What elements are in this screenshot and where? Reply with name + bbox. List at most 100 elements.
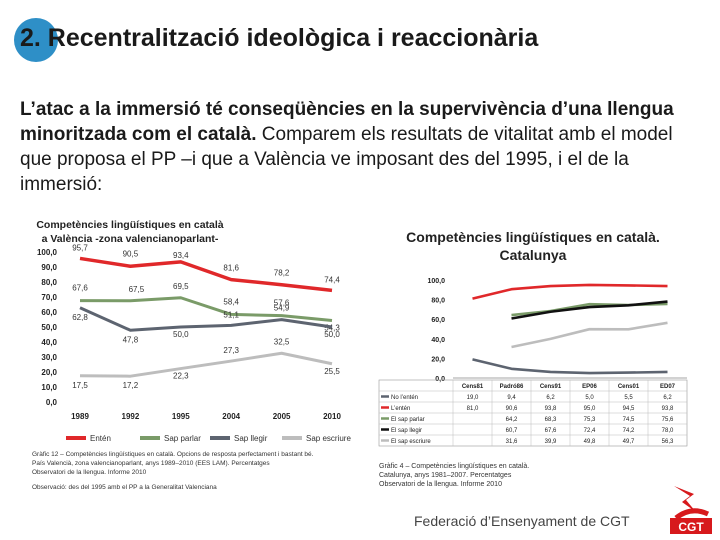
chart1-caption-line: Gràfic 12 – Competències lingüístiques e… <box>32 451 314 458</box>
logo-swoosh <box>674 508 710 521</box>
chart1-title-line2: a València -zona valencianoparlant- <box>42 233 219 245</box>
chart2-series-line-0 <box>472 358 668 375</box>
chart2-table-cell: 75,6 <box>662 417 674 423</box>
chart2-ytick: 80,0 <box>431 298 445 305</box>
chart2-table-cell: 49,7 <box>623 439 635 445</box>
chart1-caption-line: Observatori de la llengua. Informe 2010 <box>32 469 147 476</box>
chart1-legend-label: Entén <box>90 434 111 443</box>
chart1-xtick: 2004 <box>222 412 240 421</box>
chart2-xtick: EP06 <box>582 384 597 390</box>
chart2-xtick: Cens01 <box>618 384 640 390</box>
chart2-legend-label: L’entén <box>391 406 410 412</box>
chart2-table-cell: 6,2 <box>663 395 672 401</box>
chart2-series-line-1 <box>472 283 668 300</box>
cgt-logo: CGT <box>668 478 714 536</box>
slide-title: 2. Recentralització ideològica i reaccio… <box>20 24 539 52</box>
chart1-ytick: 70,0 <box>41 293 57 302</box>
chart2-legend-label: El sap parlar <box>391 417 425 423</box>
chart1-ytick: 10,0 <box>41 383 57 392</box>
body-regular-text: Comparem els resultats de vitalitat amb … <box>20 124 673 195</box>
chart1-series-line-0 <box>79 256 333 293</box>
chart2-ytick: 40,0 <box>431 337 445 344</box>
chart2-table-cell: 9,4 <box>507 395 516 401</box>
chart-valencia: Competències lingüístiques en català a Va… <box>32 219 351 491</box>
chart1-xtick: 2010 <box>323 412 341 421</box>
chart1-legend-label: Sap escriure <box>306 434 351 443</box>
chart2-table-cell: 67,6 <box>545 428 557 434</box>
chart2-table-cell: 78,0 <box>662 428 674 434</box>
chart2-table-cell: 60,7 <box>506 428 518 434</box>
chart1-data-label: 62,8 <box>72 313 88 322</box>
chart1-ytick: 40,0 <box>41 338 57 347</box>
chart1-data-label: 54,3 <box>324 324 340 333</box>
chart1-xtick: 2005 <box>273 412 291 421</box>
chart2-table-cell: 56,3 <box>662 439 674 445</box>
chart2-table-cell: 93,8 <box>545 406 557 412</box>
logo-star-shape <box>674 486 696 512</box>
chart2-title-line1: Competències lingüístiques en català. <box>406 229 660 245</box>
chart1-data-label: 32,5 <box>274 337 290 346</box>
chart1-series-line-2 <box>79 306 333 332</box>
chart2-table-cell: 90,6 <box>506 406 518 412</box>
chart2-legend-label: El sap llegir <box>391 428 422 434</box>
footer-text: Federació d’Ensenyament de CGT <box>414 513 630 529</box>
chart2-table-cell: 95,0 <box>584 406 596 412</box>
chart1-data-label: 95,7 <box>72 243 88 252</box>
chart2-caption-line: Catalunya, anys 1981–2007. Percentatges <box>379 472 512 479</box>
chart2-table-cell: 49,8 <box>584 439 596 445</box>
logo-text: CGT <box>678 520 704 534</box>
chart1-ytick: 80,0 <box>41 278 57 287</box>
chart1-ytick: 60,0 <box>41 308 57 317</box>
chart1-ytick: 30,0 <box>41 353 57 362</box>
chart1-xtick: 1992 <box>122 412 140 421</box>
chart1-legend-label: Sap parlar <box>164 434 201 443</box>
chart2-table-cell: 5,0 <box>585 395 594 401</box>
chart-catalunya: Competències lingüístiques en català. Cat… <box>378 229 688 488</box>
chart1-data-label: 58,4 <box>223 297 239 306</box>
chart2-caption-line: Observatori de la llengua. Informe 2010 <box>379 481 502 488</box>
chart2-ytick: 60,0 <box>431 317 445 324</box>
chart1-ytick: 100,0 <box>37 248 58 257</box>
chart1-data-label: 74,4 <box>324 275 340 284</box>
chart1-xtick: 1995 <box>172 412 190 421</box>
chart2-table-cell: 31,6 <box>506 439 518 445</box>
chart2-table-cell: 39,9 <box>545 439 557 445</box>
title-block: 2. Recentralització ideològica i reaccio… <box>14 18 538 62</box>
chart1-data-label: 57,6 <box>274 299 290 308</box>
chart1-data-label: 17,5 <box>72 381 88 390</box>
chart1-data-label: 25,5 <box>324 367 340 376</box>
chart1-data-label: 17,2 <box>123 381 139 390</box>
chart1-data-label: 67,6 <box>72 284 88 293</box>
chart2-table-cell: 68,3 <box>545 417 557 423</box>
chart1-series-line-3 <box>79 351 333 378</box>
chart1-data-label: 93,4 <box>173 251 189 260</box>
chart2-table-cell: 64,2 <box>506 417 518 423</box>
chart2-table-cell: 75,3 <box>584 417 596 423</box>
chart2-table-cell: 74,5 <box>623 417 635 423</box>
chart1-ytick: 20,0 <box>41 368 57 377</box>
chart2-table-cell: 74,2 <box>623 428 635 434</box>
chart1-data-label: 81,6 <box>223 264 239 273</box>
chart2-ytick: 100,0 <box>427 278 445 285</box>
chart1-data-label: 67,5 <box>129 285 145 294</box>
chart1-data-label: 54,9 <box>274 304 290 313</box>
chart2-table-cell: 93,8 <box>662 406 674 412</box>
chart2-series-line-4 <box>511 321 668 349</box>
chart1-data-label: 27,3 <box>223 346 239 355</box>
chart2-table-cell: 72,4 <box>584 428 596 434</box>
chart1-data-label: 78,2 <box>274 269 290 278</box>
chart1-data-label: 50,0 <box>324 330 340 339</box>
title-bullet-circle <box>14 18 58 62</box>
slide-body: L’atac a la immersió té conseqüències en… <box>20 97 700 197</box>
chart1-ytick: 90,0 <box>41 263 57 272</box>
chart1-data-label: 22,3 <box>173 372 189 381</box>
chart1-legend-label: Sap llegir <box>234 434 268 443</box>
chart2-caption-line: Gràfic 4 – Competències lingüístiques en… <box>379 463 529 470</box>
chart1-data-label: 69,5 <box>173 282 189 291</box>
chart2-legend-label: No l’entén <box>391 395 418 401</box>
chart2-ytick: 0,0 <box>435 376 445 383</box>
chart2-xtick: Cens81 <box>462 384 484 390</box>
chart2-xtick: Padró86 <box>500 384 524 390</box>
chart2-xtick: Cens91 <box>540 384 562 390</box>
chart1-caption-line: Observació: des del 1995 amb el PP a la … <box>32 484 217 491</box>
